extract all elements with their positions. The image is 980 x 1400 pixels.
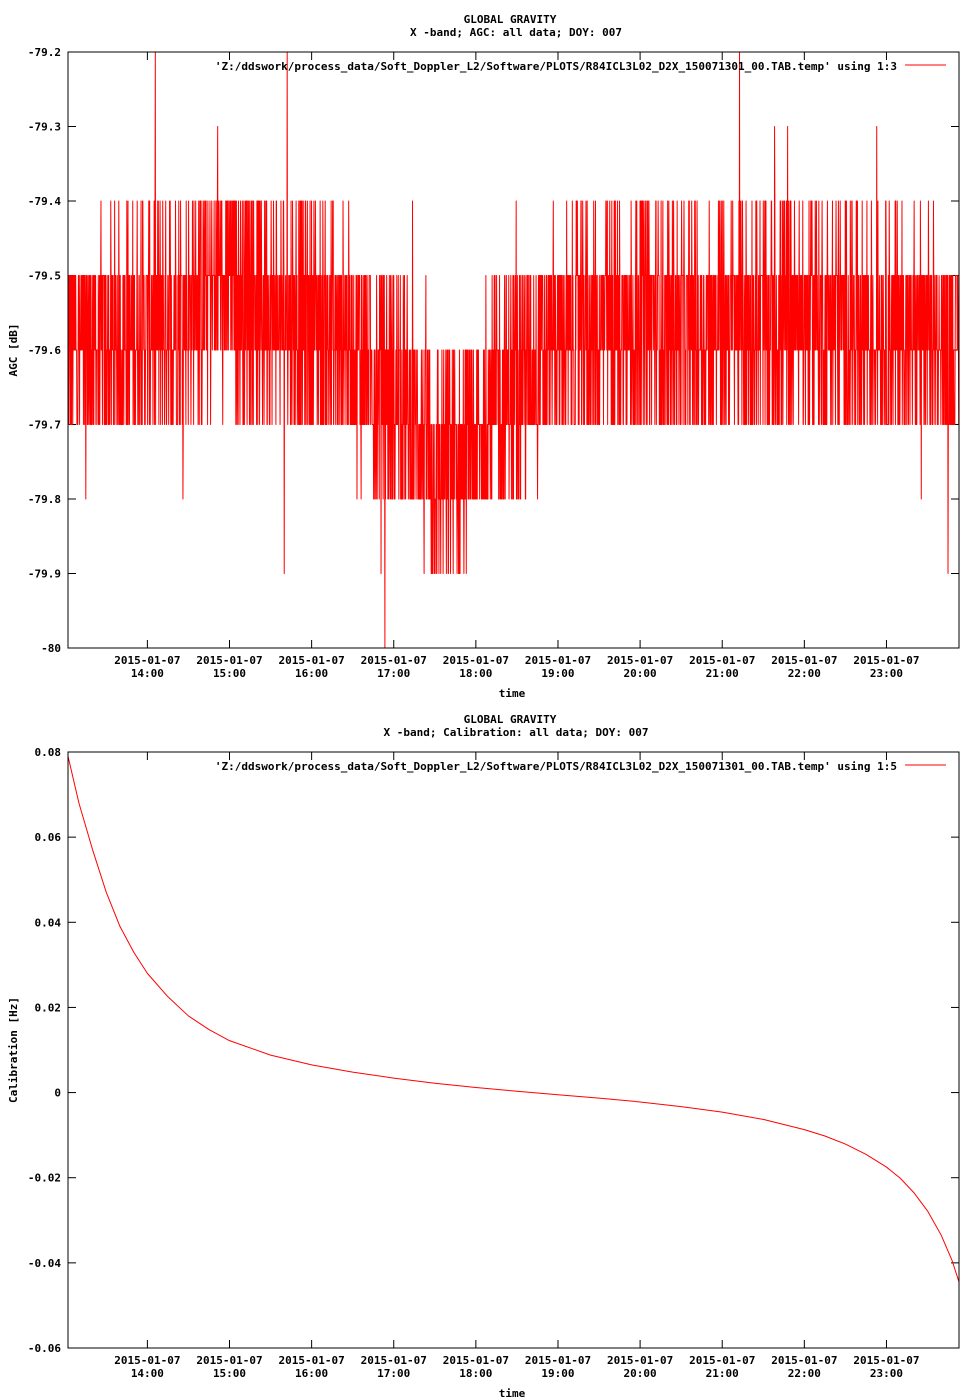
calibration-x-tick-time: 14:00	[131, 1367, 164, 1380]
calibration-x-tick-time: 21:00	[706, 1367, 739, 1380]
agc-x-tick-time: 14:00	[131, 667, 164, 680]
calibration-legend: 'Z:/ddswork/process_data/Soft_Doppler_L2…	[215, 760, 946, 773]
agc-y-tick-label: -79.3	[28, 121, 61, 134]
agc-subtitle: X -band; AGC: all data; DOY: 007	[410, 26, 622, 39]
agc-x-tick-time: 20:00	[624, 667, 657, 680]
calibration-x-tick-time: 23:00	[870, 1367, 903, 1380]
calibration-series-line	[68, 756, 959, 1282]
calibration-y-tick-label: 0.06	[35, 831, 62, 844]
calibration-panel: GLOBAL GRAVITY X -band; Calibration: all…	[7, 713, 959, 1400]
calibration-x-tick-date: 2015-01-07	[114, 1354, 180, 1367]
agc-x-tick-time: 18:00	[459, 667, 492, 680]
calibration-plot-frame	[68, 752, 959, 1348]
agc-x-tick-time: 15:00	[213, 667, 246, 680]
agc-x-tick-date: 2015-01-07	[525, 654, 591, 667]
agc-y-tick-label: -79.9	[28, 568, 61, 581]
agc-x-tick-time: 19:00	[541, 667, 574, 680]
agc-x-tick-time: 17:00	[377, 667, 410, 680]
calibration-y-tick-label: -0.04	[28, 1257, 61, 1270]
calibration-legend-label: 'Z:/ddswork/process_data/Soft_Doppler_L2…	[215, 760, 897, 773]
calibration-x-tick-time: 20:00	[624, 1367, 657, 1380]
agc-x-tick-date: 2015-01-07	[279, 654, 345, 667]
agc-x-tick-date: 2015-01-07	[853, 654, 919, 667]
agc-title: GLOBAL GRAVITY	[464, 13, 557, 26]
calibration-x-tick-date: 2015-01-07	[196, 1354, 262, 1367]
calibration-subtitle: X -band; Calibration: all data; DOY: 007	[384, 726, 649, 739]
agc-x-tick-date: 2015-01-07	[196, 654, 262, 667]
agc-x-tick-time: 16:00	[295, 667, 328, 680]
calibration-y-tick-label: 0.02	[35, 1001, 62, 1014]
calibration-y-tick-label: -0.06	[28, 1342, 61, 1355]
agc-x-tick-date: 2015-01-07	[689, 654, 755, 667]
calibration-x-tick-date: 2015-01-07	[607, 1354, 673, 1367]
calibration-title: GLOBAL GRAVITY	[464, 713, 557, 726]
chart-figure: GLOBAL GRAVITY X -band; AGC: all data; D…	[0, 0, 980, 1400]
calibration-x-tick-date: 2015-01-07	[771, 1354, 837, 1367]
calibration-x-tick-date: 2015-01-07	[525, 1354, 591, 1367]
calibration-x-tick-date: 2015-01-07	[689, 1354, 755, 1367]
calibration-x-tick-time: 15:00	[213, 1367, 246, 1380]
agc-y-tick-label: -79.4	[28, 195, 61, 208]
calibration-y-tick-label: 0.08	[35, 746, 62, 759]
agc-y-tick-label: -79.8	[28, 493, 61, 506]
agc-legend-label: 'Z:/ddswork/process_data/Soft_Doppler_L2…	[215, 60, 897, 73]
agc-x-tick-date: 2015-01-07	[443, 654, 509, 667]
agc-x-tick-date: 2015-01-07	[361, 654, 427, 667]
agc-y-tick-label: -79.7	[28, 419, 61, 432]
agc-x-tick-date: 2015-01-07	[771, 654, 837, 667]
agc-y-tick-label: -79.6	[28, 344, 61, 357]
calibration-x-tick-time: 18:00	[459, 1367, 492, 1380]
agc-legend: 'Z:/ddswork/process_data/Soft_Doppler_L2…	[215, 60, 946, 73]
calibration-y-tick-label: -0.02	[28, 1172, 61, 1185]
calibration-x-tick-time: 19:00	[541, 1367, 574, 1380]
calibration-x-tick-date: 2015-01-07	[853, 1354, 919, 1367]
agc-x-axis-label: time	[499, 687, 526, 700]
calibration-x-tick-date: 2015-01-07	[279, 1354, 345, 1367]
agc-y-tick-label: -79.2	[28, 46, 61, 59]
agc-y-tick-label: -80	[41, 642, 61, 655]
calibration-y-tick-label: 0	[54, 1087, 61, 1100]
agc-series-line	[68, 52, 959, 648]
agc-x-tick-time: 23:00	[870, 667, 903, 680]
calibration-x-tick-date: 2015-01-07	[443, 1354, 509, 1367]
calibration-y-tick-label: 0.04	[35, 916, 62, 929]
calibration-x-tick-date: 2015-01-07	[361, 1354, 427, 1367]
calibration-x-tick-time: 17:00	[377, 1367, 410, 1380]
agc-x-tick-date: 2015-01-07	[607, 654, 673, 667]
agc-x-tick-time: 22:00	[788, 667, 821, 680]
calibration-y-axis-label: Calibration [Hz]	[7, 997, 20, 1103]
agc-y-tick-label: -79.5	[28, 270, 61, 283]
calibration-x-tick-time: 16:00	[295, 1367, 328, 1380]
calibration-x-tick-time: 22:00	[788, 1367, 821, 1380]
agc-x-tick-date: 2015-01-07	[114, 654, 180, 667]
agc-y-axis-label: AGC [dB]	[7, 324, 20, 377]
agc-panel: GLOBAL GRAVITY X -band; AGC: all data; D…	[7, 13, 959, 700]
calibration-x-axis-label: time	[499, 1387, 526, 1400]
agc-x-tick-time: 21:00	[706, 667, 739, 680]
